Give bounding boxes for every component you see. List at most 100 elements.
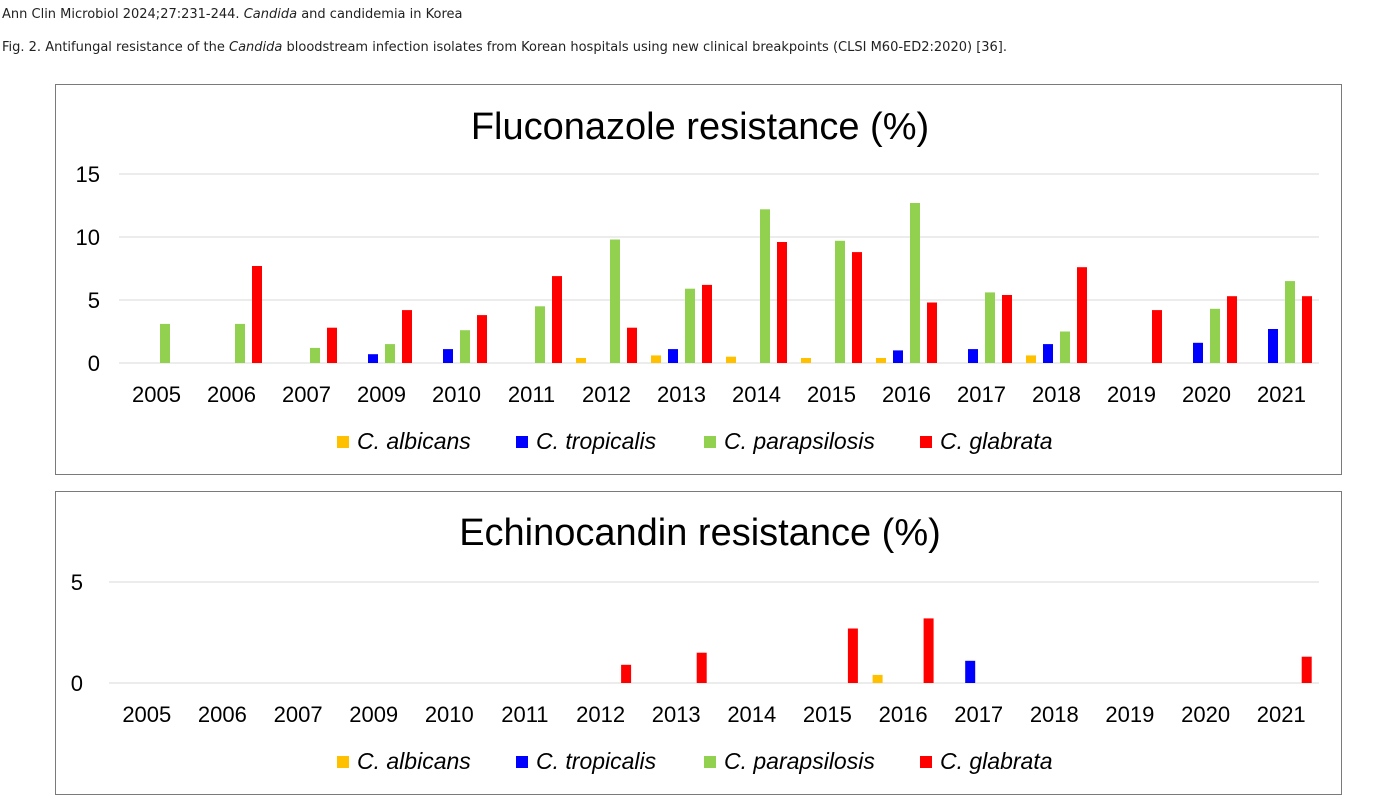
chart-1-bar-c-parapsilosis-2017 — [985, 292, 995, 363]
chart-2-bar-c-albicans-2016 — [872, 674, 883, 683]
fluconazole-chart: Fluconazole resistance (%) 0 5 10 15 2005 2006… — [76, 106, 1319, 454]
chart-1-bar-c-parapsilosis-2014 — [760, 209, 770, 363]
chart-1-bar-c-albicans-2018 — [1026, 355, 1036, 363]
chart-1-bar-c-tropicalis-2018 — [1043, 344, 1053, 363]
chart-1-bar-c-tropicalis-2009 — [368, 354, 378, 363]
chart-1-bar-c-albicans-2016 — [876, 358, 886, 363]
chart-1-bar-c-glabrata-2016 — [927, 302, 937, 363]
journal-italic: Candida — [243, 7, 298, 22]
chart-2-bar-c-glabrata-2013 — [696, 652, 707, 683]
chart-1-bar-c-parapsilosis-2015 — [835, 240, 845, 363]
chart-2-xtick-label: 2006 — [198, 702, 247, 727]
chart-1-bar-c-glabrata-2013 — [702, 284, 712, 363]
chart-1-xtick-label: 2018 — [1032, 382, 1081, 407]
chart-2-xtick-label: 2018 — [1030, 702, 1079, 727]
chart-1-legend-label-c-albicans: C. albicans — [357, 428, 471, 454]
chart-2-ytick-label: 0 — [71, 671, 83, 696]
chart-2-xtick-label: 2005 — [122, 702, 171, 727]
chart-1-bar-c-tropicalis-2013 — [668, 349, 678, 363]
chart-1-legend-swatch-c-glabrata — [920, 436, 932, 448]
echinocandin-chart: Echinocandin resistance (%) 0 5 2005 2006 200… — [71, 512, 1319, 774]
chart-1-legend-swatch-c-albicans — [337, 436, 349, 448]
chart-1-bar-c-parapsilosis-2020 — [1210, 308, 1220, 363]
chart-1-bar-c-albicans-2015 — [801, 358, 811, 363]
chart-1-ytick-label: 15 — [76, 162, 100, 187]
chart-1-bar-c-glabrata-2007 — [327, 327, 337, 363]
chart-1-bar-c-albicans-2014 — [726, 356, 736, 363]
chart-1-bar-c-glabrata-2015 — [852, 252, 862, 363]
chart-1-bar-c-glabrata-2017 — [1002, 295, 1012, 363]
chart-1-legend-swatch-c-parapsilosis — [704, 436, 716, 448]
chart-1-xtick-label: 2020 — [1182, 382, 1231, 407]
caption-suffix: bloodstream infection isolates from Kore… — [286, 40, 1008, 55]
chart-1-bar-c-parapsilosis-2006 — [235, 323, 245, 363]
chart-1-xtick-label: 2011 — [508, 382, 555, 407]
chart-1-bar-c-parapsilosis-2016 — [910, 203, 920, 363]
chart-2-bar-c-glabrata-2021 — [1301, 656, 1312, 683]
chart-1-title: Fluconazole resistance (%) — [471, 106, 929, 148]
chart-2-bar-c-glabrata-2016 — [923, 618, 934, 683]
chart-2-xtick-label: 2020 — [1181, 702, 1230, 727]
chart-2-legend-swatch-c-tropicalis — [516, 756, 528, 768]
chart-2-xtick-label: 2012 — [576, 702, 625, 727]
chart-1-bar-c-glabrata-2011 — [552, 276, 562, 363]
chart-1-bar-c-tropicalis-2021 — [1268, 329, 1278, 363]
chart-1-bar-c-parapsilosis-2011 — [535, 306, 545, 363]
chart-2-xtick-label: 2019 — [1105, 702, 1154, 727]
chart-2-legend-label-c-albicans: C. albicans — [357, 748, 471, 774]
chart-1-bar-c-parapsilosis-2013 — [685, 288, 695, 363]
chart-1-xtick-label: 2013 — [657, 382, 706, 407]
chart-1-legend-swatch-c-tropicalis — [516, 436, 528, 448]
chart-1-xtick-label: 2007 — [282, 382, 331, 407]
chart-1-bar-c-glabrata-2020 — [1227, 296, 1237, 363]
chart-1-bar-c-parapsilosis-2018 — [1060, 331, 1070, 363]
chart-2-title: Echinocandin resistance (%) — [459, 512, 941, 554]
chart-1-bar-c-albicans-2013 — [651, 355, 661, 363]
chart-1-xtick-label: 2015 — [807, 382, 856, 407]
chart-2-xtick-label: 2015 — [803, 702, 852, 727]
chart-1-bar-c-glabrata-2019 — [1152, 310, 1162, 363]
echinocandin-chart-panel: Echinocandin resistance (%) 0 5 2005 2006 200… — [55, 491, 1342, 795]
journal-citation: Ann Clin Microbiol 2024;27:231-244. Cand… — [2, 7, 463, 22]
chart-1-xtick-label: 2010 — [432, 382, 481, 407]
chart-1-bar-c-tropicalis-2010 — [443, 349, 453, 363]
chart-1-ytick-label: 5 — [88, 288, 100, 313]
chart-1-legend-label-c-tropicalis: C. tropicalis — [536, 428, 657, 454]
chart-1-xtick-label: 2006 — [207, 382, 256, 407]
chart-2-bar-c-tropicalis-2017 — [965, 660, 976, 683]
journal-prefix: Ann Clin Microbiol 2024;27:231-244. — [2, 7, 240, 22]
chart-1-bar-c-glabrata-2014 — [777, 242, 787, 363]
chart-1-legend-label-c-glabrata: C. glabrata — [940, 428, 1053, 454]
chart-2-xtick-label: 2007 — [274, 702, 323, 727]
chart-1-bar-c-glabrata-2018 — [1077, 267, 1087, 363]
chart-2-xtick-label: 2009 — [349, 702, 398, 727]
chart-1-bar-c-glabrata-2009 — [402, 310, 412, 363]
caption-italic: Candida — [229, 40, 283, 55]
chart-1-bar-c-parapsilosis-2005 — [160, 323, 170, 363]
chart-1-xtick-label: 2019 — [1107, 382, 1156, 407]
chart-1-bar-c-parapsilosis-2010 — [460, 330, 470, 363]
chart-1-bar-c-glabrata-2010 — [477, 315, 487, 363]
chart-1-xtick-label: 2014 — [732, 382, 781, 407]
chart-1-bar-c-tropicalis-2017 — [968, 349, 978, 363]
chart-1-bar-c-glabrata-2012 — [627, 327, 637, 363]
chart-1-xtick-label: 2017 — [957, 382, 1006, 407]
chart-2-bar-c-glabrata-2015 — [847, 628, 858, 683]
chart-1-xtick-label: 2016 — [882, 382, 931, 407]
chart-2-legend-label-c-glabrata: C. glabrata — [940, 748, 1053, 774]
chart-1-xtick-label: 2012 — [582, 382, 631, 407]
chart-2-legend-label-c-tropicalis: C. tropicalis — [536, 748, 657, 774]
chart-2-legend-label-c-parapsilosis: C. parapsilosis — [724, 748, 875, 774]
chart-1-bar-c-parapsilosis-2021 — [1285, 281, 1295, 363]
chart-1-xtick-label: 2021 — [1257, 382, 1306, 407]
chart-1-legend-label-c-parapsilosis: C. parapsilosis — [724, 428, 875, 454]
chart-1-bar-c-glabrata-2021 — [1302, 296, 1312, 363]
chart-2-ytick-label: 5 — [71, 570, 83, 595]
chart-2-xtick-label: 2011 — [501, 702, 548, 727]
chart-1-bar-c-parapsilosis-2009 — [385, 344, 395, 363]
chart-1-bar-c-albicans-2012 — [576, 358, 586, 363]
figure-caption: Fig. 2. Antifungal resistance of the Can… — [2, 40, 1007, 55]
chart-1-bar-c-parapsilosis-2012 — [610, 239, 620, 363]
chart-1-ytick-label: 10 — [76, 225, 100, 250]
journal-suffix: and candidemia in Korea — [301, 7, 463, 22]
